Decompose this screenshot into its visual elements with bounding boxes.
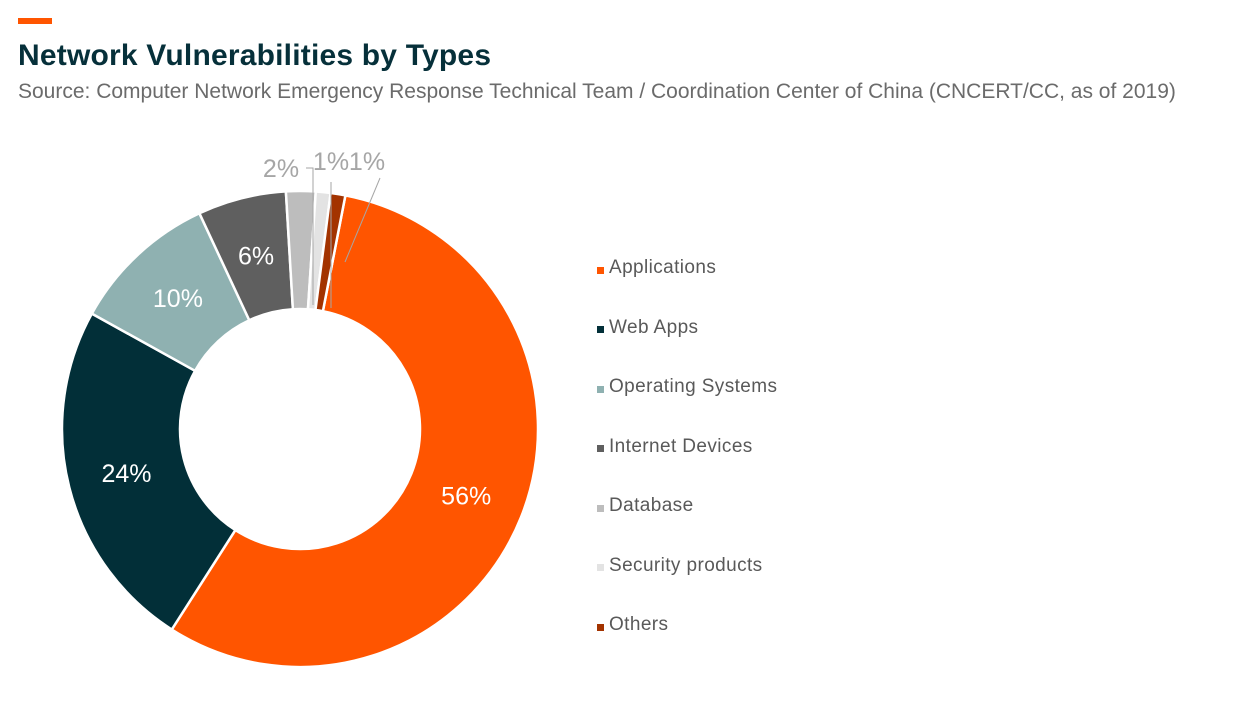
legend-item-database: Database: [597, 493, 694, 519]
donut-slices: [60, 189, 540, 669]
slice-web-apps: [60, 311, 238, 632]
legend-label: Security products: [609, 554, 763, 576]
legend-item-operating-systems: Operating Systems: [597, 374, 777, 400]
data-label-web-apps: 24%: [101, 460, 151, 488]
legend-item-web-apps: Web Apps: [597, 315, 698, 341]
leader-line-others: [344, 177, 381, 263]
data-label-operating-systems: 10%: [153, 285, 203, 313]
data-label-database: 2%: [263, 155, 299, 183]
leader-line-database: [306, 167, 314, 305]
legend-item-security-products: Security products: [597, 553, 763, 579]
data-label-applications: 56%: [441, 482, 491, 510]
legend-item-others: Others: [597, 612, 668, 638]
legend-swatch: [597, 385, 604, 393]
legend-item-applications: Applications: [597, 255, 716, 281]
legend-label: Internet Devices: [609, 435, 753, 457]
legend-swatch: [597, 623, 604, 631]
legend-swatch: [597, 564, 604, 571]
data-label-security-products: 1%: [313, 148, 349, 176]
legend-label: Operating Systems: [609, 376, 778, 397]
chart-title: Network Vulnerabilities by Types: [18, 39, 492, 72]
data-label-others: 1%: [349, 148, 385, 176]
legend-label: Applications: [609, 257, 717, 278]
slice-applications: [170, 193, 540, 669]
legend-label: Others: [609, 614, 669, 635]
slice-others: [314, 191, 347, 313]
legend-swatch: [597, 326, 604, 333]
legend-label: Web Apps: [609, 316, 699, 338]
data-label-internet-devices: 6%: [238, 242, 274, 270]
data-labels: 56% 24% 10% 6% 2% 1% 1%: [101, 148, 491, 510]
legend-label: Database: [609, 495, 694, 516]
title-accent-bar: [18, 18, 52, 24]
legend-swatch: [597, 266, 604, 274]
legend-swatch: [597, 504, 604, 512]
legend-item-internet-devices: Internet Devices: [597, 434, 753, 460]
legend-swatch: [597, 445, 604, 452]
leader-lines: [306, 167, 381, 308]
chart-subtitle: Source: Computer Network Emergency Respo…: [18, 80, 1176, 103]
